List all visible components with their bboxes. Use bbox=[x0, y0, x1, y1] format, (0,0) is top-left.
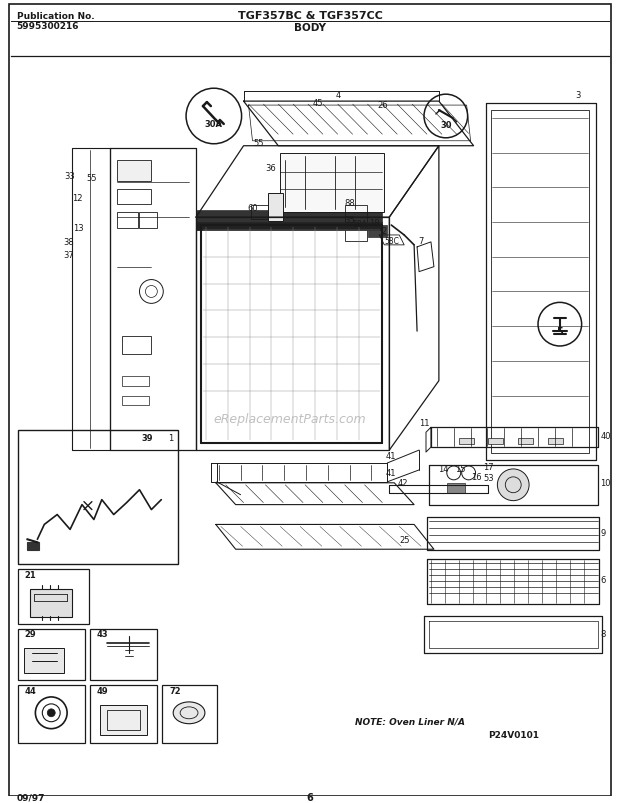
Bar bbox=[548, 438, 563, 445]
Bar bbox=[122, 396, 149, 406]
Bar bbox=[17, 685, 85, 743]
Circle shape bbox=[497, 469, 529, 501]
Bar bbox=[27, 543, 39, 551]
Text: Publication No.: Publication No. bbox=[17, 12, 94, 21]
Bar bbox=[280, 153, 384, 213]
Text: 5: 5 bbox=[557, 327, 563, 336]
Text: 7: 7 bbox=[418, 237, 423, 246]
Bar bbox=[196, 211, 383, 222]
Text: BODY: BODY bbox=[294, 22, 326, 33]
Bar bbox=[518, 438, 533, 445]
Bar bbox=[345, 228, 366, 242]
Text: 2: 2 bbox=[382, 227, 387, 236]
Bar bbox=[201, 226, 383, 443]
Bar bbox=[345, 206, 366, 224]
Bar bbox=[268, 194, 283, 222]
Bar bbox=[140, 213, 157, 229]
Text: 41: 41 bbox=[386, 451, 397, 460]
Text: 49: 49 bbox=[97, 686, 108, 695]
Text: 42: 42 bbox=[397, 479, 408, 487]
Text: 15: 15 bbox=[456, 465, 466, 474]
Text: 8: 8 bbox=[601, 630, 606, 638]
Ellipse shape bbox=[173, 702, 205, 724]
Text: 9: 9 bbox=[601, 528, 606, 537]
Bar bbox=[117, 190, 151, 205]
Text: 30: 30 bbox=[440, 121, 451, 130]
Text: 1: 1 bbox=[169, 433, 174, 442]
Text: P24V0101: P24V0101 bbox=[489, 730, 539, 740]
Bar bbox=[368, 226, 388, 238]
Text: 37: 37 bbox=[64, 251, 74, 260]
Text: 10: 10 bbox=[601, 479, 611, 487]
Text: 45: 45 bbox=[312, 99, 323, 108]
Text: 40: 40 bbox=[601, 431, 611, 440]
Text: 38: 38 bbox=[64, 238, 74, 247]
Bar bbox=[117, 213, 138, 229]
Text: 16: 16 bbox=[471, 473, 482, 482]
Bar bbox=[162, 685, 217, 743]
Text: 60: 60 bbox=[247, 203, 258, 213]
Bar bbox=[30, 589, 72, 617]
Text: 88: 88 bbox=[344, 198, 355, 207]
Circle shape bbox=[186, 89, 242, 145]
Text: 72: 72 bbox=[169, 686, 181, 695]
Bar bbox=[492, 111, 588, 454]
Text: 39: 39 bbox=[141, 433, 153, 442]
Circle shape bbox=[424, 95, 467, 139]
Bar bbox=[447, 483, 464, 493]
Text: 13: 13 bbox=[73, 223, 83, 232]
Text: 09/97: 09/97 bbox=[17, 792, 45, 801]
Circle shape bbox=[538, 303, 582, 347]
Text: 36: 36 bbox=[265, 164, 276, 173]
Text: eReplacementParts.com: eReplacementParts.com bbox=[214, 413, 366, 426]
Bar bbox=[250, 206, 268, 220]
Text: 18: 18 bbox=[369, 218, 380, 227]
Text: 55: 55 bbox=[253, 139, 264, 148]
Text: 33: 33 bbox=[64, 172, 76, 181]
Bar bbox=[459, 438, 474, 445]
Bar bbox=[122, 377, 149, 386]
Text: 12: 12 bbox=[72, 194, 82, 202]
Bar bbox=[117, 161, 151, 182]
Text: 5995300216: 5995300216 bbox=[17, 22, 79, 31]
Text: TGF357BC & TGF357CC: TGF357BC & TGF357CC bbox=[237, 11, 383, 21]
Circle shape bbox=[47, 709, 55, 717]
Text: 11: 11 bbox=[418, 418, 429, 427]
Text: 58A: 58A bbox=[352, 219, 367, 228]
Text: 29: 29 bbox=[24, 630, 36, 638]
Text: 41: 41 bbox=[386, 469, 397, 478]
Bar bbox=[90, 629, 157, 680]
Text: 44: 44 bbox=[24, 686, 36, 695]
Bar bbox=[107, 710, 141, 730]
Bar bbox=[17, 430, 178, 565]
Bar bbox=[100, 705, 148, 735]
Bar bbox=[17, 569, 89, 624]
Bar bbox=[489, 438, 503, 445]
Text: NOTE: Oven Liner N/A: NOTE: Oven Liner N/A bbox=[355, 716, 464, 725]
Text: 30A: 30A bbox=[205, 120, 223, 129]
Text: 53: 53 bbox=[483, 474, 494, 483]
Text: 4: 4 bbox=[335, 91, 340, 100]
Text: 21: 21 bbox=[24, 570, 36, 579]
Text: 25: 25 bbox=[399, 535, 410, 544]
Text: 26: 26 bbox=[377, 100, 388, 109]
Text: 6: 6 bbox=[307, 792, 313, 802]
Bar bbox=[17, 629, 85, 680]
Text: 17: 17 bbox=[483, 463, 494, 472]
Text: 14: 14 bbox=[438, 465, 449, 474]
Bar bbox=[122, 336, 151, 354]
Text: 43: 43 bbox=[97, 630, 108, 638]
Text: 58C: 58C bbox=[385, 237, 400, 246]
Text: 35: 35 bbox=[344, 215, 355, 224]
Bar bbox=[196, 222, 383, 230]
Text: 55: 55 bbox=[87, 173, 97, 183]
Text: 3: 3 bbox=[575, 91, 580, 100]
Bar bbox=[24, 649, 64, 673]
Bar bbox=[90, 685, 157, 743]
Text: 6: 6 bbox=[601, 576, 606, 585]
